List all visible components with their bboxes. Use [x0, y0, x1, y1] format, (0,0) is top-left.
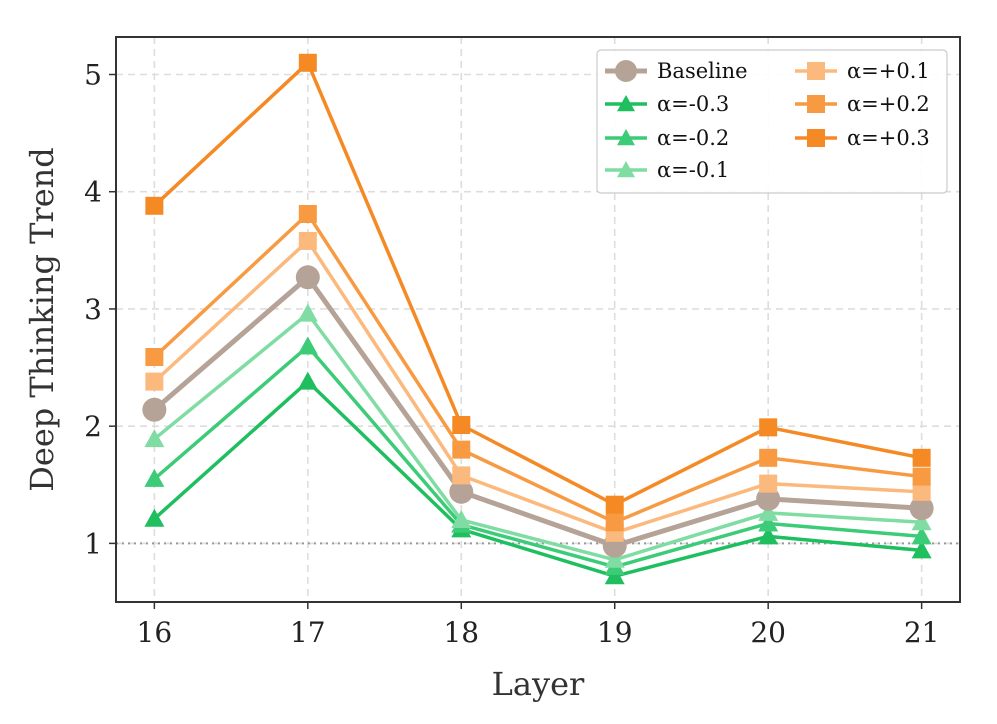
legend-marker: [617, 95, 635, 112]
x-tick-label: 19: [597, 616, 633, 649]
y-tick-label: 2: [84, 410, 102, 443]
y-tick-label: 1: [84, 527, 102, 560]
legend-entry: α=+0.2: [795, 92, 930, 116]
data-point: [145, 348, 164, 367]
x-tick-label: 18: [443, 616, 479, 649]
series-line: [153, 61, 922, 507]
legend-entry: Baseline: [605, 59, 748, 83]
legend-entry: α=+0.3: [795, 126, 930, 150]
data-point: [911, 512, 932, 531]
data-point: [759, 448, 778, 467]
data-point: [758, 526, 779, 545]
legend-marker: [617, 129, 635, 146]
data-point: [298, 231, 317, 250]
data-point: [142, 397, 167, 422]
data-point: [145, 372, 164, 391]
x-tick-label: 20: [750, 616, 786, 649]
data-point: [298, 205, 317, 224]
y-tick-label: 5: [84, 59, 102, 92]
data-point: [452, 466, 471, 485]
data-point: [758, 502, 779, 521]
data-point: [452, 415, 471, 434]
legend-entry: α=-0.2: [605, 126, 729, 150]
data-point: [758, 513, 779, 532]
data-point: [451, 509, 472, 528]
series-layer: [142, 53, 934, 585]
data-point: [295, 265, 320, 290]
data-point: [144, 429, 165, 448]
legend-label: α=+0.1: [847, 59, 930, 83]
series-alpha-5: [145, 205, 931, 532]
series-line: [153, 239, 922, 535]
legend-entry: α=+0.1: [795, 59, 930, 83]
legend-marker: [807, 62, 825, 80]
data-point: [297, 371, 318, 390]
x-tick-label: 17: [290, 616, 326, 649]
series-line: [153, 344, 922, 569]
legend-marker: [615, 60, 637, 82]
series-line: [153, 379, 922, 578]
x-tick-label: 16: [137, 616, 173, 649]
data-point: [912, 448, 931, 467]
series-alpha-6: [145, 53, 931, 514]
data-point: [449, 479, 474, 504]
data-point: [911, 540, 932, 559]
data-point: [144, 468, 165, 487]
series-alpha-3: [144, 303, 932, 568]
data-point: [912, 467, 931, 486]
data-point: [297, 303, 318, 322]
legend-entry: α=-0.1: [605, 158, 729, 182]
x-tick-label: 21: [904, 616, 940, 649]
legend-entry: α=-0.3: [605, 92, 729, 116]
plot-frame: [115, 36, 961, 603]
data-point: [605, 495, 624, 514]
legend-marker: [807, 95, 825, 113]
series-baseline: [142, 265, 934, 558]
x-axis-label: Layer: [492, 665, 585, 703]
legend-marker: [807, 129, 825, 147]
y-axis-label: Deep Thinking Trend: [23, 147, 61, 492]
legend-label: α=+0.3: [847, 126, 930, 150]
data-point: [297, 336, 318, 355]
series-line: [153, 212, 922, 525]
data-point: [759, 418, 778, 437]
legend-label: α=+0.2: [847, 92, 930, 116]
data-point: [604, 549, 625, 568]
legend-marker: [617, 161, 635, 178]
data-point: [452, 440, 471, 459]
data-point: [911, 526, 932, 545]
data-point: [144, 508, 165, 527]
series-line: [152, 274, 922, 549]
data-point: [909, 496, 934, 521]
data-point: [756, 486, 781, 511]
data-point: [145, 196, 164, 215]
data-point: [298, 53, 317, 72]
legend-label: α=-0.1: [657, 158, 729, 182]
series-alpha-1: [144, 371, 932, 585]
data-point: [604, 566, 625, 585]
legend-label: α=-0.2: [657, 126, 729, 150]
legend: Baseline α=-0.3 α=-0.2 α=-0.1 α=+0.1 α=+0.2 α=…: [596, 49, 948, 194]
data-point: [912, 482, 931, 501]
legend-label: Baseline: [657, 59, 748, 83]
y-tick-label: 4: [84, 176, 102, 209]
data-point: [759, 474, 778, 493]
data-point: [605, 513, 624, 532]
legend-label: α=-0.3: [657, 92, 729, 116]
y-tick-label: 3: [84, 293, 102, 326]
series-line: [153, 311, 922, 562]
legend-box: [596, 49, 948, 194]
